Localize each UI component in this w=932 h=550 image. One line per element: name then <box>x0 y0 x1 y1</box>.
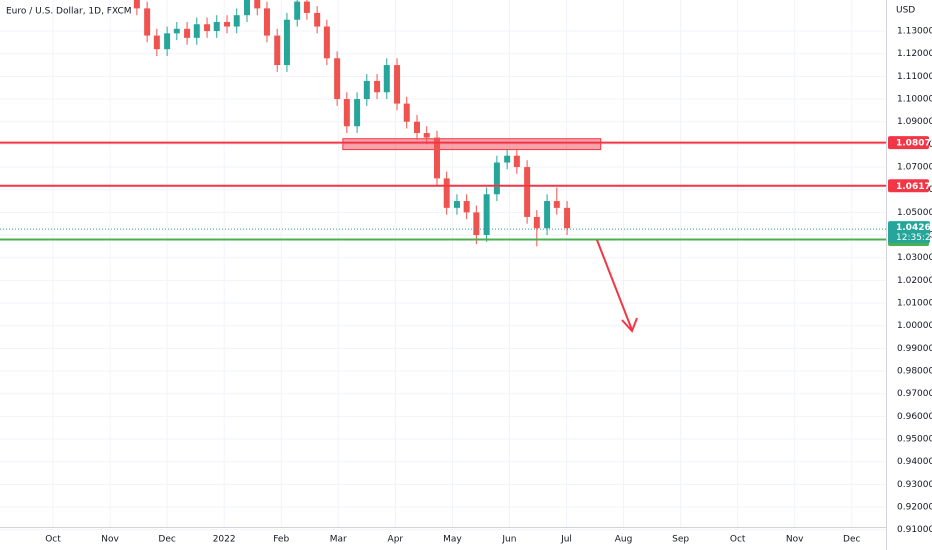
candle-body <box>303 1 310 13</box>
x-tick-label: Oct <box>45 535 61 545</box>
x-tick-label: Oct <box>730 535 746 545</box>
y-tick-label: 1.10000 <box>897 95 932 105</box>
candle-body <box>383 65 390 93</box>
y-tick-label: 1.02000 <box>897 276 932 286</box>
x-tick-label: Sep <box>672 535 689 545</box>
candle-body <box>423 133 430 138</box>
x-tick-label: Mar <box>330 535 347 545</box>
candle-body <box>283 19 290 66</box>
x-tick-label: May <box>443 535 462 545</box>
candle-body <box>233 15 240 27</box>
candle-body <box>473 212 480 236</box>
y-tick-label: 0.97000 <box>897 389 932 399</box>
candle-body <box>513 155 520 168</box>
candle-body <box>184 28 191 38</box>
candle-body <box>453 201 460 208</box>
y-tick-label: 1.00000 <box>897 321 932 331</box>
level-tag <box>888 136 929 150</box>
candle-body <box>493 162 500 195</box>
candle-body <box>204 24 211 32</box>
candle-body <box>394 65 401 104</box>
y-tick-label: 1.05000 <box>897 208 932 218</box>
level-label: 1.08079 <box>896 139 932 149</box>
x-tick-label: 2022 <box>213 535 236 545</box>
arrow-line <box>596 239 633 331</box>
candle-body <box>544 201 551 229</box>
y-tick-label: 0.98000 <box>897 367 932 377</box>
candle-body <box>363 80 370 100</box>
level-tag <box>888 179 929 193</box>
y-tick-label: 1.13000 <box>897 27 932 37</box>
x-tick-label: Feb <box>273 535 289 545</box>
y-tick-label: 1.03000 <box>897 253 932 263</box>
candle-body <box>524 167 531 217</box>
candle-body <box>414 121 421 134</box>
candle-body <box>504 155 511 163</box>
candle-body <box>133 0 140 9</box>
arrow-head <box>621 317 638 333</box>
x-tick-label: Jul <box>560 535 572 545</box>
axis-unit: USD <box>896 6 915 16</box>
candle-body <box>433 137 440 179</box>
countdown: 12:35:29 <box>896 233 932 243</box>
y-tick-label: 0.94000 <box>897 457 932 467</box>
y-tick-label: 1.11000 <box>897 72 932 82</box>
x-tick-label: Jun <box>501 535 516 545</box>
y-tick-label: 1.07000 <box>897 163 932 173</box>
candle-body <box>343 99 350 127</box>
x-tick-label: Dec <box>158 535 175 545</box>
y-tick-label: 1.09000 <box>897 117 932 127</box>
y-tick-label: 0.93000 <box>897 480 932 490</box>
x-tick-label: Aug <box>615 535 633 545</box>
candle-body <box>443 178 450 208</box>
candle-body <box>224 21 231 27</box>
candle-body <box>243 0 250 16</box>
y-tick-label: 0.91000 <box>897 525 932 535</box>
candle-body <box>334 58 341 100</box>
candle-body <box>153 35 160 50</box>
candle-body <box>564 207 571 229</box>
candle-body <box>213 21 220 32</box>
candle-body <box>144 8 151 36</box>
candle-body <box>294 1 301 20</box>
x-tick-label: Nov <box>101 535 119 545</box>
candle-body <box>483 194 490 236</box>
candle-body <box>254 0 261 9</box>
y-tick-label: 0.92000 <box>897 503 932 513</box>
plot <box>0 0 886 247</box>
candle-body <box>263 8 270 36</box>
y-tick-label: 1.01000 <box>897 299 932 309</box>
x-tick-label: Nov <box>786 535 804 545</box>
candle-body <box>173 28 180 34</box>
candle-body <box>354 99 361 127</box>
y-tick-label: 0.96000 <box>897 412 932 422</box>
axes: Oct Nov Dec 2022 Feb Mar Apr May Jun Jul Aug Sep Oct… <box>45 27 932 545</box>
candle-body <box>164 33 171 50</box>
last-price-label: 1.04263 <box>896 223 932 233</box>
x-tick-label: Apr <box>388 535 404 545</box>
candle-body <box>323 26 330 59</box>
candle-body <box>374 80 381 93</box>
zone <box>342 138 602 151</box>
candle-body <box>274 35 281 66</box>
candle-body <box>193 24 200 38</box>
x-tick-label: Dec <box>843 535 860 545</box>
last-price-tag <box>888 221 930 244</box>
candle-body <box>403 103 410 122</box>
y-tick-label: 0.99000 <box>897 344 932 354</box>
candle-body <box>533 216 540 229</box>
candle-body <box>314 12 321 27</box>
level-label: 1.06175 <box>896 182 932 192</box>
y-tick-label: 0.95000 <box>897 435 932 445</box>
candle-body <box>463 201 470 213</box>
chart-title: Euro / U.S. Dollar, 1D, FXCM <box>6 7 132 17</box>
candle-body <box>553 201 560 208</box>
y-tick-label: 1.12000 <box>897 49 932 59</box>
